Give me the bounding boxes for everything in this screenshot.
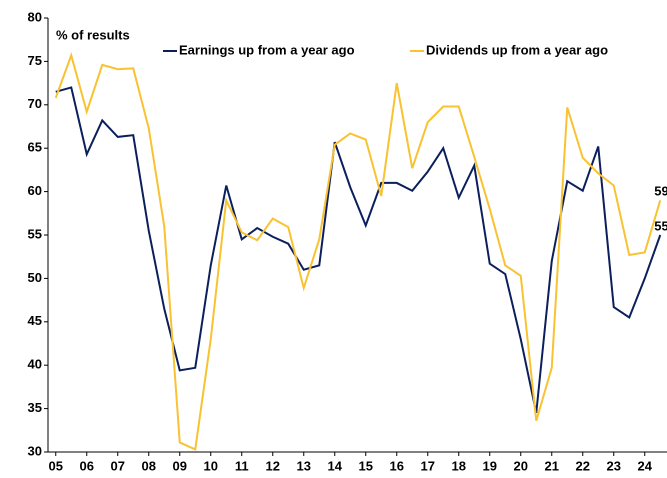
- end-label: 55: [654, 218, 667, 233]
- x-tick-label: 10: [204, 458, 218, 473]
- end-label: 59: [654, 184, 667, 199]
- y-tick-label: 45: [28, 313, 42, 328]
- legend-label: Dividends up from a year ago: [426, 42, 608, 57]
- x-tick-label: 18: [452, 458, 466, 473]
- x-tick-label: 13: [297, 458, 311, 473]
- x-tick-label: 22: [576, 458, 590, 473]
- x-tick-label: 11: [235, 458, 249, 473]
- x-tick-label: 16: [390, 458, 404, 473]
- legend-label: Earnings up from a year ago: [179, 42, 355, 57]
- y-tick-label: 40: [28, 357, 42, 372]
- x-tick-label: 21: [545, 458, 559, 473]
- x-tick-label: 05: [49, 458, 63, 473]
- x-tick-label: 14: [328, 458, 343, 473]
- y-tick-label: 50: [28, 270, 42, 285]
- y-axis-label: % of results: [56, 27, 130, 42]
- y-tick-label: 65: [28, 140, 42, 155]
- y-tick-label: 55: [28, 226, 42, 241]
- x-tick-label: 08: [142, 458, 156, 473]
- y-tick-label: 35: [28, 400, 42, 415]
- series-line: [54, 52, 662, 451]
- x-tick-label: 07: [111, 458, 125, 473]
- y-tick-label: 60: [28, 183, 42, 198]
- x-tick-label: 23: [607, 458, 621, 473]
- x-tick-label: 20: [514, 458, 528, 473]
- x-tick-label: 09: [173, 458, 187, 473]
- y-tick-label: 70: [28, 96, 42, 111]
- y-tick-label: 30: [28, 443, 42, 458]
- x-tick-label: 12: [266, 458, 280, 473]
- x-tick-label: 24: [638, 458, 653, 473]
- x-tick-label: 17: [421, 458, 435, 473]
- x-tick-label: 06: [80, 458, 94, 473]
- x-tick-label: 19: [483, 458, 497, 473]
- x-tick-label: 15: [359, 458, 373, 473]
- y-tick-label: 80: [28, 9, 42, 24]
- y-tick-label: 75: [28, 53, 42, 68]
